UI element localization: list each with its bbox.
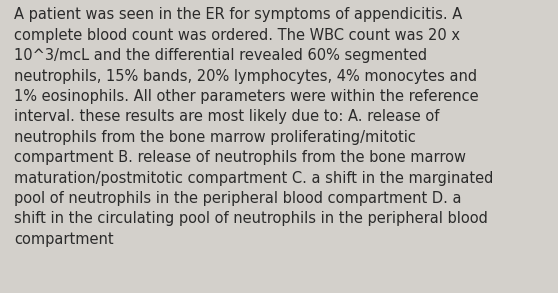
Text: A patient was seen in the ER for symptoms of appendicitis. A
complete blood coun: A patient was seen in the ER for symptom… (14, 7, 493, 247)
